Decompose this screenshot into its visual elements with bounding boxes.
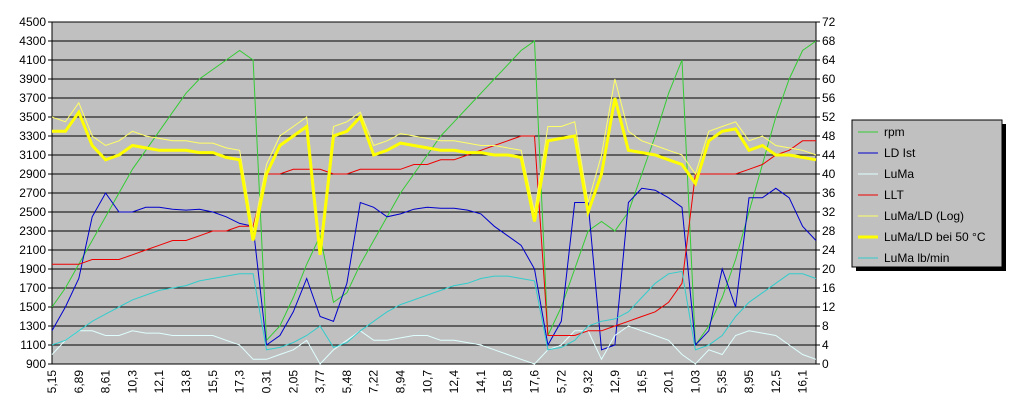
legend-label: LuMa/LD bei 50 °C <box>884 230 986 244</box>
y2-tick-label: 44 <box>822 148 836 162</box>
x-tick-label: 5,72 <box>554 370 568 394</box>
y-tick-label: 2500 <box>19 205 46 219</box>
y2-tick-label: 16 <box>822 281 836 295</box>
series-line <box>52 97 817 255</box>
x-tick-label: 8,95 <box>742 370 756 394</box>
x-tick-label: 5,35 <box>715 370 729 394</box>
x-tick-label: 12,5 <box>769 370 783 394</box>
x-tick-label: 7,22 <box>367 370 381 394</box>
y2-tick-label: 20 <box>822 262 836 276</box>
y-tick-label: 3900 <box>19 72 46 86</box>
y2-tick-label: 28 <box>822 224 836 238</box>
x-tick-label: 17,3 <box>233 370 247 394</box>
y-tick-label: 4300 <box>19 34 46 48</box>
x-tick-label: 17,6 <box>528 370 542 394</box>
x-tick-label: 14,1 <box>474 370 488 394</box>
y2-tick-label: 72 <box>822 15 836 29</box>
y-tick-label: 1900 <box>19 262 46 276</box>
x-tick-label: 16,5 <box>635 370 649 394</box>
x-tick-label: 6,89 <box>72 370 86 394</box>
series-line <box>51 40 817 347</box>
x-tick-label: 12,9 <box>608 370 622 394</box>
series-line <box>51 325 817 365</box>
y-tick-label: 1300 <box>19 319 46 333</box>
x-tick-label: 8,61 <box>99 370 113 394</box>
legend-label: LuMa <box>884 167 914 181</box>
series-line <box>51 78 817 246</box>
y2-tick-label: 60 <box>822 72 836 86</box>
x-tick-label: 12,1 <box>152 370 166 394</box>
x-tick-label: 1,03 <box>688 370 702 394</box>
x-tick-label: 15,5 <box>206 370 220 394</box>
y2-tick-label: 8 <box>822 319 829 333</box>
y2-tick-label: 64 <box>822 53 836 67</box>
x-tick-label: 3,77 <box>313 370 327 394</box>
x-tick-label: 0,31 <box>259 370 273 394</box>
y-tick-label: 3700 <box>19 91 46 105</box>
y2-tick-label: 52 <box>822 110 836 124</box>
y2-tick-label: 36 <box>822 186 836 200</box>
legend-label: LLT <box>884 188 904 202</box>
y-tick-label: 4100 <box>19 53 46 67</box>
legend <box>851 119 1003 268</box>
legend-label: LD Ist <box>884 146 916 160</box>
y-tick-label: 2700 <box>19 186 46 200</box>
legend-label: rpm <box>884 125 905 139</box>
y-tick-label: 2100 <box>19 243 46 257</box>
x-tick-label: 16,1 <box>796 370 810 394</box>
x-tick-label: 2,05 <box>286 370 300 394</box>
x-tick-label: 8,94 <box>393 370 407 394</box>
x-tick-label: 15,8 <box>501 370 515 394</box>
series-line <box>51 270 817 351</box>
y2-tick-label: 4 <box>822 338 829 352</box>
y-tick-label: 1100 <box>20 338 46 352</box>
y-tick-label: 900 <box>26 357 46 371</box>
y2-tick-label: 12 <box>822 300 836 314</box>
y-tick-label: 1500 <box>19 300 46 314</box>
y-tick-label: 1700 <box>19 281 46 295</box>
legend-label: LuMa/LD (Log) <box>884 209 964 223</box>
y-tick-label: 2300 <box>19 224 46 238</box>
series-line <box>52 135 816 336</box>
x-tick-label: 10,3 <box>125 370 139 394</box>
y-tick-label: 4500 <box>19 15 46 29</box>
y-tick-label: 3300 <box>19 129 46 143</box>
x-tick-label: 5,15 <box>45 370 59 394</box>
series-line <box>51 187 817 351</box>
y-tick-label: 2900 <box>19 167 46 181</box>
y2-tick-label: 48 <box>822 129 836 143</box>
x-tick-label: 10,7 <box>420 370 434 394</box>
y2-tick-label: 68 <box>822 34 836 48</box>
y2-tick-label: 32 <box>822 205 836 219</box>
y2-tick-label: 56 <box>822 91 836 105</box>
y2-tick-label: 24 <box>822 243 836 257</box>
y2-tick-label: 40 <box>822 167 836 181</box>
x-tick-label: 12,4 <box>447 370 461 394</box>
x-tick-label: 9,32 <box>581 370 595 394</box>
y2-tick-label: 0 <box>822 357 829 371</box>
y-tick-label: 3100 <box>19 148 46 162</box>
x-tick-label: 13,8 <box>179 370 193 394</box>
x-tick-label: 5,48 <box>340 370 354 394</box>
legend-label: LuMa lb/min <box>884 251 949 265</box>
y-tick-label: 3500 <box>19 110 46 124</box>
x-tick-label: 20,1 <box>662 370 676 394</box>
